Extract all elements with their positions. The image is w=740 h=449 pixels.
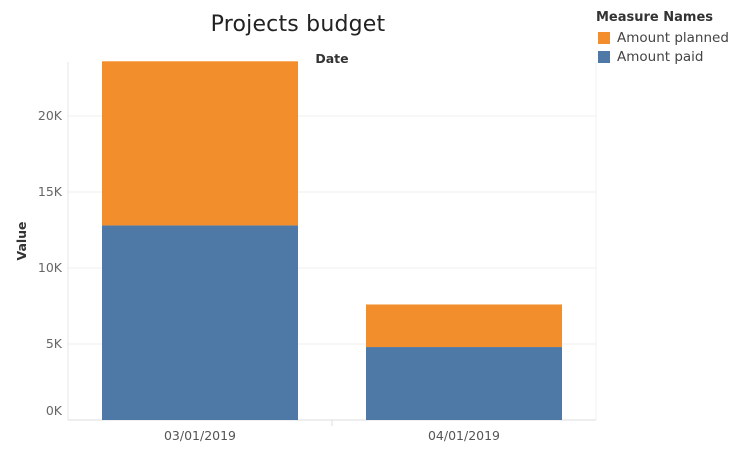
column-header: Date	[315, 51, 348, 66]
legend-label-amount-planned: Amount planned	[617, 29, 729, 46]
legend-item-amount-planned[interactable]: Amount planned	[596, 28, 736, 47]
legend-label-amount-paid: Amount paid	[617, 48, 704, 65]
y-tick-label-3: 15K	[38, 184, 63, 199]
legend-swatch-amount-planned	[598, 31, 610, 44]
bar-amount-paid-1	[102, 225, 298, 420]
legend-title: Measure Names	[596, 10, 714, 25]
legend-swatch-amount-paid	[598, 50, 610, 63]
legend-item-amount-paid[interactable]: Amount paid	[596, 47, 736, 66]
x-tick-label-1: 03/01/2019	[164, 428, 236, 443]
y-tick-label-4: 20K	[38, 108, 63, 123]
bar-amount-planned-1	[102, 61, 298, 226]
chart-title: Projects budget	[210, 12, 386, 37]
y-tick-label-0: 0K	[46, 403, 63, 418]
y-tick-label-1: 5K	[46, 336, 63, 351]
bar-amount-paid-2	[366, 347, 562, 420]
x-tick-label-2: 04/01/2019	[428, 428, 500, 443]
bar-amount-planned-2	[366, 304, 562, 348]
y-tick-label-2: 10K	[38, 260, 63, 275]
y-axis-title: Value	[14, 221, 29, 260]
legend: Measure Names Amount planned Amount paid	[596, 8, 736, 66]
